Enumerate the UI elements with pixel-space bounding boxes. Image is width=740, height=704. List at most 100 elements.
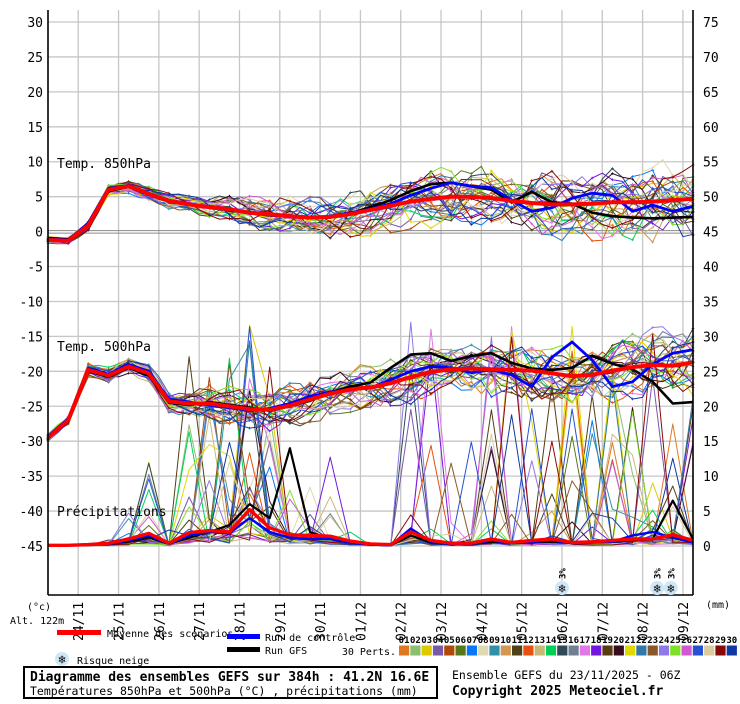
right-tick-label: 45 — [703, 226, 719, 241]
pert-number: 02 — [410, 636, 421, 646]
pert-color-swatch — [500, 645, 511, 656]
pert-color-swatch — [545, 645, 557, 656]
right-tick-label: 65 — [703, 86, 719, 101]
legend-mean-label: Moyenne des scénarios — [107, 628, 233, 640]
legend-snow-label: Risque neige — [77, 656, 149, 667]
panel-label-precip: Précipitations — [57, 505, 167, 520]
pert-number: 08 — [478, 636, 489, 646]
legend: Moyenne des scénarios Run de contrôle Ru… — [55, 628, 396, 667]
date-label: 01/12 — [354, 602, 369, 641]
snowflake-icon: ❄ — [558, 582, 565, 596]
left-tick-label: -30 — [20, 435, 43, 450]
pert-number: 17 — [579, 636, 590, 646]
right-tick-label: 50 — [703, 191, 719, 206]
snow-percent-label: 3% — [667, 568, 677, 579]
snow-percent-label: 3% — [654, 568, 664, 579]
date-label: 30/11 — [314, 602, 329, 641]
axis-tick-labels: 302520151050-5-10-15-20-25-30-35-40-4575… — [20, 16, 719, 641]
footer-title: Diagramme des ensembles GEFS sur 384h : … — [30, 670, 429, 685]
left-tick-label: 20 — [27, 86, 43, 101]
ensemble-mean-850 — [47, 184, 694, 243]
left-tick-label: -5 — [27, 261, 43, 276]
pert-number: 27 — [692, 636, 703, 646]
date-label: 24/11 — [72, 602, 87, 641]
left-tick-label: -10 — [20, 295, 43, 310]
date-label: 27/11 — [193, 602, 208, 641]
left-tick-label: 15 — [27, 121, 43, 136]
pert-number: 26 — [681, 636, 692, 646]
pert-color-swatch — [410, 645, 421, 656]
pert-number: 06 — [455, 636, 466, 646]
pert-color-swatch — [658, 645, 670, 656]
left-axis-unit: (°c) — [27, 602, 51, 613]
snowflake-icon — [663, 581, 678, 595]
pert-color-swatch — [726, 645, 737, 656]
ensemble-mean-500 — [46, 360, 694, 440]
pert-color-swatch — [670, 645, 681, 656]
footer: Diagramme des ensembles GEFS sur 384h : … — [23, 666, 681, 699]
pert-number: 14 — [546, 636, 557, 646]
grid-lines — [48, 10, 693, 595]
pert-number: 28 — [704, 636, 715, 646]
snow-risk-legend-icon: ❄ — [55, 652, 69, 667]
footer-copyright: Copyright 2025 Meteociel.fr — [452, 684, 663, 699]
left-tick-label: -35 — [20, 470, 43, 485]
date-label: 09/12 — [677, 602, 692, 641]
left-tick-label: -40 — [20, 505, 43, 520]
right-tick-label: 0 — [703, 540, 711, 555]
pert-number: 30 — [726, 636, 737, 646]
altitude-label: Alt. 122m — [10, 616, 64, 627]
snowflake-icon — [554, 581, 569, 595]
pert-number: 13 — [534, 636, 545, 646]
date-label: 08/12 — [637, 602, 652, 641]
pert-color-swatch — [568, 645, 579, 656]
pert-number: 04 — [433, 636, 444, 646]
legend-mean-swatch — [57, 630, 101, 635]
pert-color-swatch — [613, 645, 624, 656]
pert-color-swatch — [523, 645, 534, 656]
left-tick-label: 10 — [27, 156, 43, 171]
pert-number: 29 — [715, 636, 726, 646]
footer-run-info: Ensemble GEFS du 23/11/2025 - 06Z — [452, 668, 681, 682]
pert-color-swatch — [466, 645, 477, 656]
pert-number: 11 — [512, 636, 523, 646]
date-label: 29/11 — [274, 602, 289, 641]
pert-color-swatch — [636, 645, 647, 656]
legend-control-swatch — [227, 634, 260, 639]
date-label: 05/12 — [516, 602, 531, 641]
pert-number: 10 — [500, 636, 511, 646]
right-tick-label: 25 — [703, 365, 719, 380]
pert-number: 09 — [489, 636, 500, 646]
left-tick-label: -45 — [20, 540, 43, 555]
left-tick-label: -20 — [20, 365, 43, 380]
date-label: 25/11 — [113, 602, 128, 641]
right-tick-label: 60 — [703, 121, 719, 136]
axes — [47, 10, 694, 596]
date-label: 04/12 — [475, 602, 490, 641]
pert-color-swatch — [399, 645, 410, 656]
pert-color-swatch — [421, 645, 432, 656]
panel-label-temp850: Temp. 850hPa — [57, 157, 151, 172]
right-tick-label: 40 — [703, 261, 719, 276]
pert-color-swatch — [478, 645, 489, 656]
right-tick-label: 10 — [703, 470, 719, 485]
pert-number: 07 — [466, 636, 477, 646]
right-tick-label: 75 — [703, 16, 719, 31]
pert-color-swatch — [557, 645, 568, 656]
pert-color-swatch — [444, 645, 455, 656]
pert-number: 21 — [625, 636, 636, 646]
pert-color-swatch — [579, 645, 590, 656]
right-axis-unit: (mm) — [706, 600, 730, 611]
left-tick-label: -15 — [20, 330, 43, 345]
pert-color-swatch — [625, 645, 636, 656]
pert-number: 15 — [557, 636, 568, 646]
right-tick-label: 15 — [703, 435, 719, 450]
pert-number: 12 — [523, 636, 534, 646]
snowflake-icon: ❄ — [58, 653, 65, 667]
left-tick-label: 30 — [27, 16, 43, 31]
right-tick-label: 30 — [703, 330, 719, 345]
pert-number: 23 — [647, 636, 658, 646]
panel-label-temp500: Temp. 500hPa — [57, 340, 151, 355]
pert-number: 03 — [421, 636, 432, 646]
